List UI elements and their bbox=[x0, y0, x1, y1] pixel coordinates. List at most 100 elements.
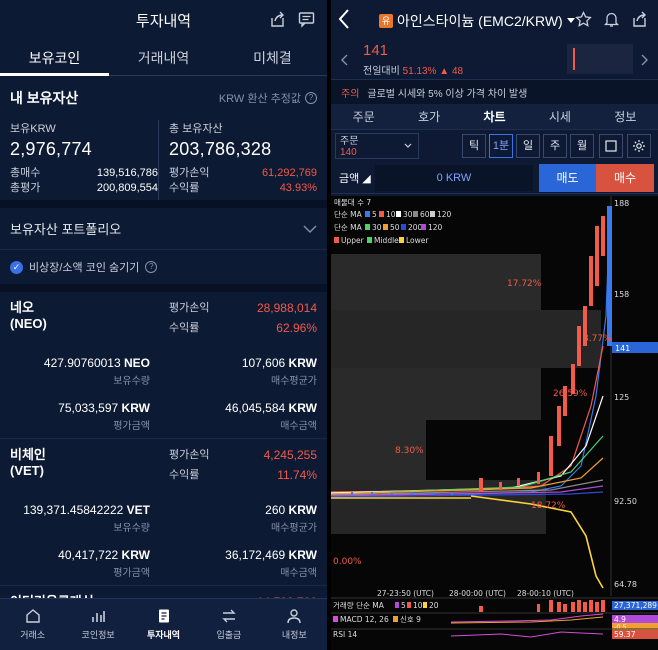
warning-notice[interactable]: 주의 글로벌 시세와 5% 이상 가격 차이 발생 bbox=[331, 80, 658, 104]
price-summary: 141 전일대비 51.13% ▲ 48 bbox=[331, 40, 658, 80]
pl-label: 평가손익 bbox=[169, 167, 210, 179]
coin-avg-unit: KRW bbox=[288, 356, 317, 370]
sell-button[interactable]: 매도 bbox=[539, 164, 596, 192]
krw-estimate-note[interactable]: KRW 환산 추정값 ? bbox=[219, 90, 317, 106]
coin-name-kr: 비체인 bbox=[10, 447, 46, 462]
current-price-marker bbox=[612, 342, 658, 353]
candle-chart[interactable]: 매물대 수 7 단순 MA 5 10 30 60 120 단순 MA 30 50… bbox=[331, 196, 658, 650]
coin-title: 아인스타이늄 (EMC2/KRW) bbox=[397, 13, 563, 29]
amount-input[interactable]: 0 KRW bbox=[375, 165, 533, 191]
buy-button[interactable]: 매수 bbox=[596, 164, 654, 192]
caret-down-icon bbox=[566, 18, 575, 23]
portfolio-toggle[interactable]: 보유자산 포트폴리오 bbox=[0, 208, 327, 250]
draw-tool-button[interactable] bbox=[599, 134, 623, 158]
nav-deposit-withdraw[interactable]: 입출금 bbox=[196, 599, 261, 650]
coin-rate-value: 11.74% bbox=[277, 468, 317, 482]
coin-symbol: (NEO) bbox=[10, 316, 47, 331]
coin-card-vet[interactable]: 비체인 (VET) 평가손익 4,245,255 수익률 11.74% 139,37… bbox=[0, 439, 327, 586]
nav-label: 입출금 bbox=[216, 630, 242, 640]
coin-qty: 427.90760013 bbox=[43, 356, 121, 370]
tab-pending[interactable]: 미체결 bbox=[253, 50, 292, 66]
timeframe-1min[interactable]: 1분 bbox=[489, 134, 513, 158]
chevron-down-icon bbox=[404, 143, 412, 148]
coin-buy-caption: 매수금액 bbox=[280, 568, 317, 579]
volume-ma: 20 bbox=[429, 601, 439, 610]
chat-icon[interactable] bbox=[298, 11, 315, 33]
coin-name: 네오 (NEO) bbox=[10, 298, 47, 344]
tab-quote[interactable]: 시세 bbox=[548, 110, 571, 124]
nav-label: 코인정보 bbox=[81, 630, 115, 640]
next-coin-icon[interactable] bbox=[640, 54, 648, 66]
total-assets-label: 총 보유자산 bbox=[169, 123, 223, 135]
amount-label[interactable]: 금액 ◢ bbox=[339, 173, 371, 185]
user-icon bbox=[287, 609, 302, 624]
bb-middle-label: Middle bbox=[374, 236, 399, 245]
coin-detail-panel: 유 아인스타이늄 (EMC2/KRW) 141 전일대비 51.13% ▲ 48… bbox=[331, 0, 658, 650]
pct-label: 8.77% bbox=[583, 334, 612, 344]
change-label: 전일대비 bbox=[363, 66, 400, 77]
y-tick: 92.50 bbox=[614, 497, 637, 506]
tab-history[interactable]: 거래내역 bbox=[137, 50, 190, 66]
time-axis: 27-23:50 (UTC) 28-00:00 (UTC) 28-00:10 (… bbox=[377, 589, 574, 598]
pct-label: 8.30% bbox=[395, 446, 424, 456]
help-icon[interactable]: ? bbox=[145, 261, 158, 273]
timeframe-tick[interactable]: 틱 bbox=[462, 134, 486, 158]
coin-selector[interactable]: 유 아인스타이늄 (EMC2/KRW) bbox=[379, 11, 575, 31]
coin-buy-unit: KRW bbox=[288, 401, 317, 415]
tab-info[interactable]: 정보 bbox=[614, 110, 637, 124]
nav-exchange[interactable]: 거래소 bbox=[0, 599, 65, 650]
tab-orderbook[interactable]: 호가 bbox=[418, 110, 441, 124]
prev-coin-icon[interactable] bbox=[341, 54, 349, 66]
quick-order-row: 금액 ◢ 0 KRW 매도 매수 bbox=[331, 162, 658, 194]
tab-chart[interactable]: 차트 bbox=[483, 110, 506, 124]
share-icon[interactable] bbox=[631, 11, 648, 28]
timeframe-day[interactable]: 일 bbox=[516, 134, 540, 158]
page-title: 투자내역 bbox=[135, 12, 192, 30]
nav-investments[interactable]: 투자내역 bbox=[131, 599, 196, 650]
checkbox-checked-icon[interactable]: ✓ bbox=[10, 260, 23, 274]
back-chevron-icon[interactable] bbox=[337, 8, 351, 35]
my-assets-title: 내 보유자산 bbox=[10, 90, 79, 106]
bb-upper-label: Upper bbox=[341, 236, 365, 245]
macd-signal: 신호 9 bbox=[400, 615, 421, 624]
chart-canvas: 매물대 수 7 단순 MA 5 10 30 60 120 단순 MA 30 50… bbox=[331, 196, 658, 639]
coin-pl-value: 4,245,255 bbox=[263, 448, 317, 462]
help-icon[interactable]: ? bbox=[305, 92, 317, 104]
coin-qty-unit: VET bbox=[126, 503, 150, 517]
rate-label: 수익률 bbox=[169, 182, 200, 194]
coin-card-neo[interactable]: 네오 (NEO) 평가손익 28,988,014 수익률 62.96% 427.90… bbox=[0, 292, 327, 439]
ma-label-2: 단순 MA bbox=[334, 222, 363, 232]
tab-holdings[interactable]: 보유코인 bbox=[0, 40, 109, 76]
nav-label: 투자내역 bbox=[146, 630, 181, 640]
price-axis: 188 158 125 92.50 64.78 bbox=[614, 199, 637, 589]
total-buy-value: 139,516,786 bbox=[96, 167, 158, 179]
nav-coin-info[interactable]: 코인정보 bbox=[65, 599, 130, 650]
chart-settings-button[interactable] bbox=[627, 134, 651, 158]
coin-qty: 139,371.45842222 bbox=[23, 503, 124, 517]
mini-chart bbox=[567, 44, 633, 74]
timeframe-week[interactable]: 주 bbox=[543, 134, 567, 158]
ma-period: 50 bbox=[390, 223, 400, 232]
moving-average-lines bbox=[331, 235, 610, 589]
ma-label-1: 단순 MA bbox=[334, 209, 363, 219]
macd-subchart: MACD 12, 26 신호 9 4.9 -0.5 bbox=[331, 612, 658, 631]
volume-ma: 10 bbox=[413, 601, 423, 610]
timeframe-month[interactable]: 월 bbox=[570, 134, 594, 158]
amount-label-text: 금액 bbox=[339, 173, 360, 185]
rsi-label: RSI 14 bbox=[333, 630, 357, 639]
nav-label: 내정보 bbox=[281, 630, 307, 640]
hide-small-coins-toggle[interactable]: ✓ 비상장/소액 코인 숨기기 ? bbox=[0, 250, 327, 292]
star-icon[interactable] bbox=[575, 11, 592, 28]
coin-buy: 46,045,584 bbox=[225, 401, 286, 415]
nav-my-info[interactable]: 내정보 bbox=[262, 599, 327, 650]
ma-period: 200 bbox=[408, 223, 423, 232]
bell-icon[interactable] bbox=[603, 11, 620, 28]
price-change: 전일대비 51.13% ▲ 48 bbox=[363, 62, 463, 77]
y-tick: 188 bbox=[614, 199, 629, 208]
order-price-select[interactable]: 주문 140 bbox=[335, 133, 419, 159]
volume-profile-percents: 17.72% 8.77% 26.59% 8.30% 18.72% 0.00% bbox=[333, 279, 612, 567]
total-assets-value: 203,786,328 bbox=[169, 139, 272, 159]
total-eval-value: 200,809,554 bbox=[96, 182, 158, 194]
tab-order[interactable]: 주문 bbox=[352, 110, 375, 124]
share-icon[interactable] bbox=[269, 11, 286, 33]
